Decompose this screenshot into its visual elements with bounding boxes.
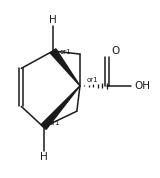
Text: O: O — [111, 46, 119, 56]
Text: H: H — [49, 15, 57, 25]
Text: H: H — [40, 152, 47, 162]
Polygon shape — [50, 49, 80, 86]
Text: or1: or1 — [59, 49, 71, 55]
Text: or1: or1 — [86, 77, 98, 83]
Polygon shape — [41, 86, 80, 129]
Text: OH: OH — [134, 81, 150, 91]
Text: or1: or1 — [48, 120, 60, 126]
